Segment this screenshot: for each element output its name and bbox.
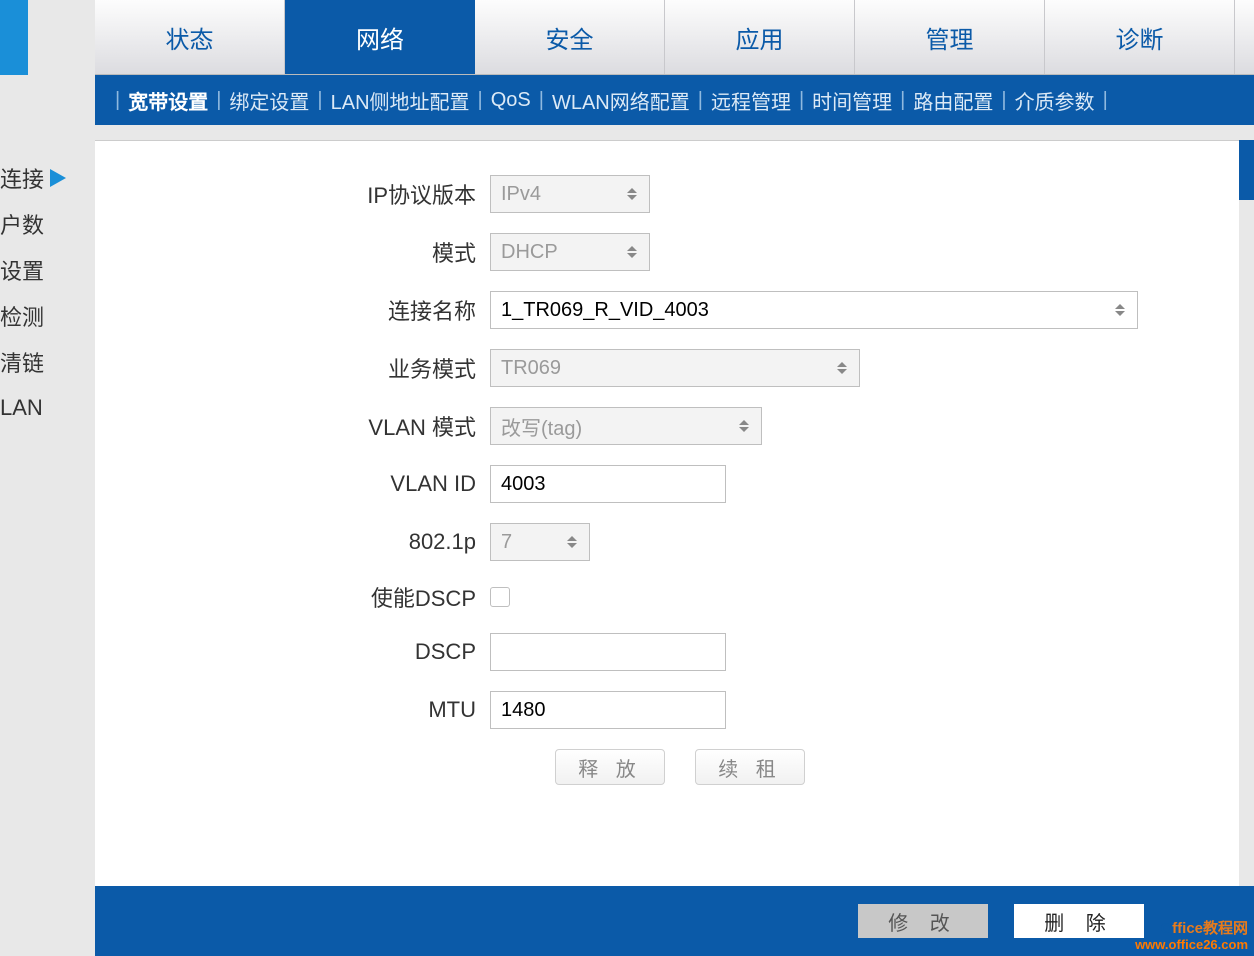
chevron-updown-icon — [627, 185, 641, 203]
sidebar-item-users[interactable]: 户数 — [0, 201, 88, 247]
select-mode[interactable]: DHCP — [490, 233, 650, 271]
arrow-right-icon — [50, 169, 66, 187]
sidebar: 连接 户数 设置 检测 清链 LAN — [0, 155, 88, 431]
tab-security[interactable]: 安全 — [475, 0, 665, 74]
content-panel: IP协议版本 IPv4 模式 DHCP 连接名称 1_TR069_R_VID_4… — [95, 140, 1239, 886]
chevron-updown-icon — [567, 533, 581, 551]
subtab-wlan[interactable]: WLAN网络配置 — [552, 86, 690, 115]
sidebar-item-label: 设置 — [0, 254, 44, 286]
sub-nav: |宽带设置 |绑定设置 |LAN侧地址配置 |QoS |WLAN网络配置 |远程… — [95, 75, 1254, 125]
sidebar-item-label: 连接 — [0, 162, 44, 194]
sidebar-item-clear[interactable]: 清链 — [0, 339, 88, 385]
subtab-binding[interactable]: 绑定设置 — [229, 86, 309, 115]
select-8021p[interactable]: 7 — [490, 523, 590, 561]
chevron-updown-icon — [1115, 301, 1129, 319]
label-svc-mode: 业务模式 — [95, 352, 490, 384]
select-svc-mode[interactable]: TR069 — [490, 349, 860, 387]
tab-status[interactable]: 状态 — [95, 0, 285, 74]
label-mtu: MTU — [95, 697, 490, 723]
sidebar-item-label: 户数 — [0, 208, 44, 240]
subtab-route[interactable]: 路由配置 — [913, 86, 993, 115]
delete-button[interactable]: 删 除 — [1014, 904, 1144, 938]
subtab-broadband[interactable]: 宽带设置 — [128, 86, 208, 115]
subtab-time[interactable]: 时间管理 — [812, 86, 892, 115]
subtab-qos[interactable]: QoS — [491, 89, 531, 112]
chevron-updown-icon — [739, 417, 753, 435]
input-mtu-wrap — [490, 691, 726, 729]
subtab-media[interactable]: 介质参数 — [1015, 86, 1095, 115]
checkbox-dscp-enable[interactable] — [490, 587, 510, 607]
label-conn-name: 连接名称 — [95, 294, 490, 326]
chevron-updown-icon — [837, 359, 851, 377]
subtab-remote[interactable]: 远程管理 — [711, 86, 791, 115]
watermark: Office教程网 www.office26.com — [1135, 921, 1248, 952]
label-vlan-mode: VLAN 模式 — [95, 410, 490, 442]
sidebar-item-settings[interactable]: 设置 — [0, 247, 88, 293]
input-dscp[interactable] — [501, 641, 715, 664]
label-8021p: 802.1p — [95, 529, 490, 555]
renew-button[interactable]: 续 租 — [695, 749, 805, 785]
select-conn-name[interactable]: 1_TR069_R_VID_4003 — [490, 291, 1138, 329]
logo-stub — [0, 0, 28, 75]
label-dscp-enable: 使能DSCP — [95, 581, 490, 613]
tab-management[interactable]: 管理 — [855, 0, 1045, 74]
release-button[interactable]: 释 放 — [555, 749, 665, 785]
select-ip-version[interactable]: IPv4 — [490, 175, 650, 213]
input-dscp-wrap — [490, 633, 726, 671]
label-dscp: DSCP — [95, 639, 490, 665]
select-vlan-mode[interactable]: 改写(tag) — [490, 407, 762, 445]
modify-button[interactable]: 修 改 — [858, 904, 988, 938]
label-ip-version: IP协议版本 — [95, 178, 490, 210]
input-vlan-id-wrap — [490, 465, 726, 503]
tab-network[interactable]: 网络 — [285, 0, 475, 74]
right-edge-stub — [1239, 140, 1254, 200]
sidebar-item-label: LAN — [0, 395, 43, 421]
tab-diagnosis[interactable]: 诊断 — [1045, 0, 1235, 74]
sidebar-item-label: 检测 — [0, 300, 44, 332]
label-vlan-id: VLAN ID — [95, 471, 490, 497]
subtab-lan-addr[interactable]: LAN侧地址配置 — [331, 86, 470, 115]
top-nav: 状态 网络 安全 应用 管理 诊断 — [95, 0, 1254, 75]
sidebar-item-detect[interactable]: 检测 — [0, 293, 88, 339]
input-vlan-id[interactable] — [501, 473, 715, 496]
chevron-updown-icon — [627, 243, 641, 261]
sidebar-item-connection[interactable]: 连接 — [0, 155, 88, 201]
sidebar-item-lan[interactable]: LAN — [0, 385, 88, 431]
sidebar-item-label: 清链 — [0, 346, 44, 378]
label-mode: 模式 — [95, 236, 490, 268]
connection-form: IP协议版本 IPv4 模式 DHCP 连接名称 1_TR069_R_VID_4… — [95, 141, 1239, 785]
tab-application[interactable]: 应用 — [665, 0, 855, 74]
input-mtu[interactable] — [501, 699, 715, 722]
